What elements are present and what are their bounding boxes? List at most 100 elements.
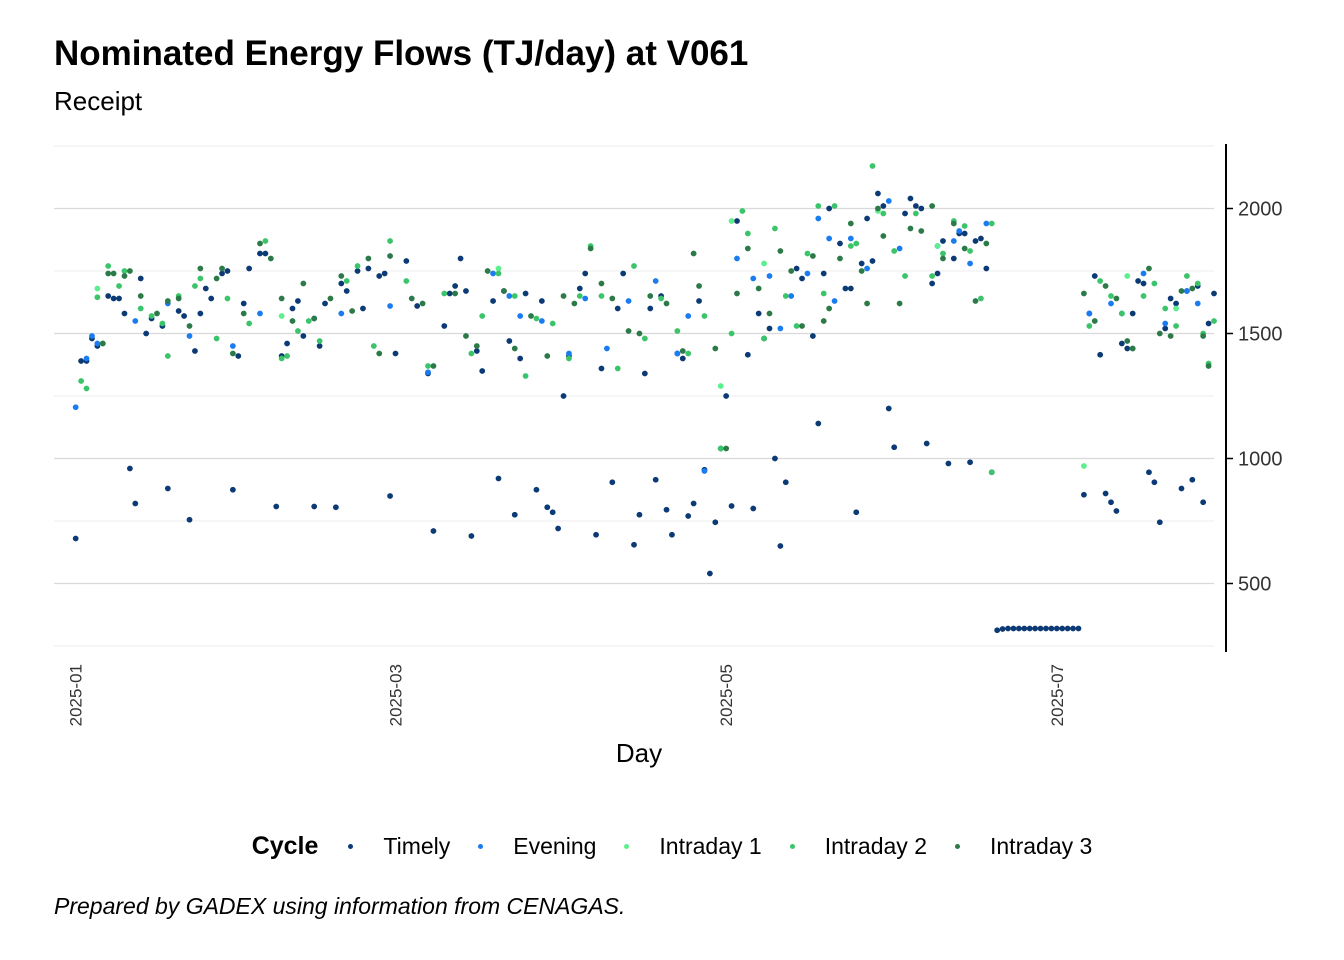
data-point-timely bbox=[902, 210, 908, 217]
data-point-timely bbox=[826, 205, 833, 212]
data-point-evening bbox=[625, 298, 632, 304]
data-point-intraday-2 bbox=[192, 283, 198, 289]
data-point-intraday-3 bbox=[1091, 318, 1098, 324]
data-point-timely bbox=[490, 298, 496, 304]
data-point-intraday-3 bbox=[164, 298, 171, 304]
data-point-evening bbox=[777, 325, 784, 332]
data-point-intraday-3 bbox=[875, 205, 881, 212]
data-point-timely bbox=[1026, 625, 1033, 632]
data-point-evening bbox=[506, 293, 513, 299]
data-point-intraday-3 bbox=[267, 255, 274, 262]
data-point-intraday-3 bbox=[972, 298, 979, 304]
data-point-timely bbox=[441, 323, 448, 329]
data-point-intraday-2 bbox=[940, 250, 946, 257]
data-point-timely bbox=[381, 270, 388, 277]
data-point-timely bbox=[1102, 490, 1109, 497]
data-point-timely bbox=[360, 305, 366, 312]
data-point-intraday-2 bbox=[988, 220, 995, 227]
data-point-timely bbox=[1021, 625, 1028, 632]
data-point-timely bbox=[110, 295, 117, 302]
data-point-intraday-3 bbox=[1178, 288, 1185, 294]
data-point-timely bbox=[880, 203, 887, 209]
data-point-intraday-3 bbox=[880, 233, 887, 239]
data-point-timely bbox=[1048, 625, 1055, 632]
data-point-timely bbox=[696, 298, 702, 304]
data-point-evening bbox=[1194, 300, 1201, 307]
data-point-intraday-2 bbox=[1118, 310, 1125, 317]
data-point-timely bbox=[912, 203, 919, 209]
data-point-intraday-3 bbox=[809, 253, 816, 259]
data-point-intraday-2 bbox=[387, 238, 393, 244]
data-point-intraday-2 bbox=[744, 230, 751, 237]
data-point-timely bbox=[143, 330, 150, 337]
data-point-timely bbox=[815, 420, 822, 427]
data-point-intraday-3 bbox=[544, 353, 551, 359]
data-point-intraday-2 bbox=[246, 320, 253, 327]
data-point-timely bbox=[240, 300, 247, 307]
data-point-intraday-2 bbox=[902, 273, 908, 279]
x-tick-label: 2025-03 bbox=[386, 664, 405, 726]
data-point-timely bbox=[1059, 625, 1066, 632]
data-point-intraday-3 bbox=[175, 295, 182, 302]
data-point-timely bbox=[669, 531, 675, 538]
data-point-timely bbox=[164, 485, 171, 492]
data-point-intraday-2 bbox=[83, 385, 90, 392]
data-point-timely bbox=[685, 513, 692, 519]
data-point-timely bbox=[614, 305, 621, 312]
data-point-intraday-2 bbox=[495, 270, 502, 277]
data-point-evening bbox=[425, 369, 431, 376]
data-point-timely bbox=[1151, 479, 1158, 486]
data-point-timely bbox=[972, 238, 979, 244]
data-point-intraday-3 bbox=[571, 300, 578, 307]
data-point-timely bbox=[506, 338, 513, 344]
data-point-evening bbox=[338, 310, 345, 317]
data-point-evening bbox=[804, 270, 811, 277]
data-point-timely bbox=[354, 268, 361, 274]
data-point-timely bbox=[446, 290, 453, 297]
data-point-intraday-2 bbox=[1162, 305, 1169, 312]
data-point-intraday-2 bbox=[978, 295, 984, 302]
data-point-intraday-3 bbox=[528, 313, 534, 319]
data-point-timely bbox=[636, 511, 643, 518]
data-point-intraday-2 bbox=[533, 315, 540, 322]
x-tick-label: 2025-01 bbox=[67, 664, 86, 726]
data-point-intraday-2 bbox=[262, 238, 269, 244]
data-point-timely bbox=[967, 459, 973, 466]
data-point-intraday-1 bbox=[1124, 273, 1131, 279]
y-tick-label: 1000 bbox=[1238, 449, 1283, 471]
data-point-timely bbox=[376, 273, 383, 279]
legend-label-timely: Timely bbox=[383, 833, 451, 859]
data-point-intraday-1 bbox=[761, 260, 767, 267]
data-point-intraday-2 bbox=[891, 248, 898, 254]
data-point-timely bbox=[116, 295, 122, 302]
data-point-timely bbox=[690, 500, 697, 507]
data-point-timely bbox=[983, 265, 990, 272]
data-point-evening bbox=[896, 245, 903, 252]
data-point-timely bbox=[723, 393, 730, 399]
data-point-evening bbox=[788, 293, 795, 299]
data-point-intraday-3 bbox=[858, 268, 865, 274]
data-point-intraday-3 bbox=[219, 265, 225, 272]
data-point-evening bbox=[734, 255, 740, 262]
data-point-timely bbox=[1173, 300, 1179, 307]
data-point-timely bbox=[772, 455, 778, 462]
data-point-intraday-3 bbox=[327, 295, 334, 302]
data-point-timely bbox=[72, 535, 79, 542]
data-point-intraday-3 bbox=[229, 350, 236, 357]
data-point-evening bbox=[257, 310, 263, 317]
data-point-timely bbox=[728, 503, 735, 509]
data-point-intraday-2 bbox=[772, 225, 778, 232]
data-point-timely bbox=[853, 509, 860, 516]
data-point-intraday-3 bbox=[300, 280, 307, 287]
data-point-intraday-3 bbox=[766, 310, 773, 317]
data-point-intraday-2 bbox=[224, 295, 231, 302]
data-point-timely bbox=[820, 270, 827, 277]
data-point-intraday-2 bbox=[961, 223, 968, 229]
data-point-intraday-1 bbox=[717, 383, 724, 389]
legend-item-intraday-1: Intraday 1 bbox=[624, 833, 762, 860]
data-point-timely bbox=[555, 525, 562, 532]
data-point-intraday-1 bbox=[278, 313, 285, 319]
data-point-intraday-3 bbox=[788, 268, 795, 274]
data-point-intraday-1 bbox=[1173, 305, 1179, 312]
data-point-intraday-3 bbox=[278, 295, 285, 302]
